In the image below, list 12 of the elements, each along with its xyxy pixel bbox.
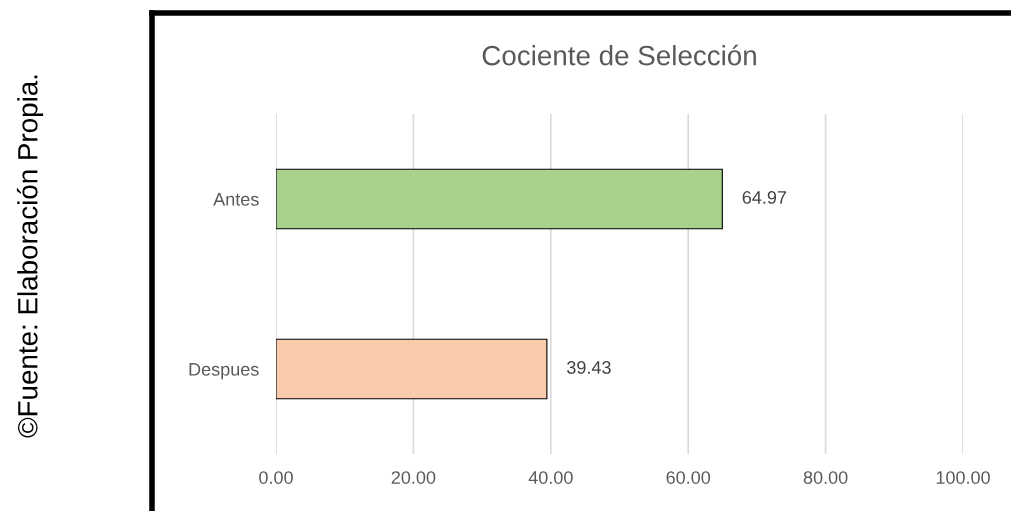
data-label: 39.43 xyxy=(567,361,611,374)
text: ©Fuente: Elaboración Propia. xyxy=(16,75,44,438)
x-tick-label: 40.00 xyxy=(528,471,573,484)
data-label: 64.97 xyxy=(742,191,787,204)
x-tick-label: 60.00 xyxy=(666,471,711,484)
y-tick-label: Despues xyxy=(189,363,259,380)
x-tick-label: 100.00 xyxy=(936,471,990,484)
chart-title: Cociente de Selección xyxy=(482,44,756,66)
y-tick-label: Antes xyxy=(213,193,259,206)
x-tick-label: 20.00 xyxy=(391,471,436,484)
x-tick-label: 0.00 xyxy=(259,471,293,484)
x-tick-label: 80.00 xyxy=(803,471,848,484)
